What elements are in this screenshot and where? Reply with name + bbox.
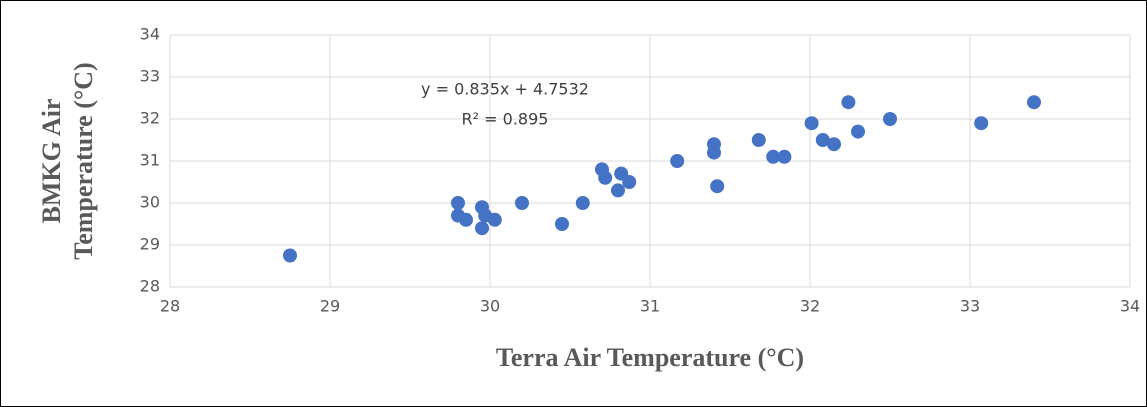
x-tick-label: 30 [480,297,500,316]
point [883,112,897,126]
point [670,154,685,168]
point [710,179,725,194]
point [611,183,625,198]
x-tick-label: 34 [1120,297,1140,316]
point [851,124,865,139]
x-tick-label: 32 [800,297,820,316]
point [515,196,529,210]
x-tick-label: 28 [160,297,180,316]
point [487,212,502,227]
point [766,149,781,164]
point [475,221,489,236]
point [827,137,841,152]
x-axis-title: Terra Air Temperature (°C) [496,343,804,372]
point [598,170,613,185]
y-tick-label: 32 [140,109,160,128]
point [815,133,830,147]
point [841,95,856,110]
y-axis-title-line: Temperature (°C) [69,62,98,259]
y-tick-label: 33 [140,67,160,86]
y-tick-label: 28 [140,277,160,296]
point [622,175,637,189]
x-tick-label: 29 [320,297,340,316]
r-squared: R² = 0.895 [462,110,549,129]
point [451,196,465,210]
y-axis-title-line: BMKG Air [37,99,66,224]
point [804,116,819,131]
x-tick-label: 33 [960,297,980,316]
point [707,145,721,160]
y-tick-label: 29 [140,235,160,254]
y-axis-title: BMKG Air Temperature (°C) [37,62,98,259]
point [751,133,766,147]
y-tick-label: 31 [140,151,160,170]
x-tick-label: 31 [640,297,660,316]
point [1027,95,1041,110]
y-tick-label: 34 [140,25,160,44]
point [777,149,792,164]
point [459,212,473,227]
point [283,248,297,263]
point [555,217,569,231]
point [575,196,590,210]
trendline-equation: y = 0.835x + 4.7532 [421,80,589,99]
y-tick-label: 30 [140,193,160,212]
point [974,116,989,131]
